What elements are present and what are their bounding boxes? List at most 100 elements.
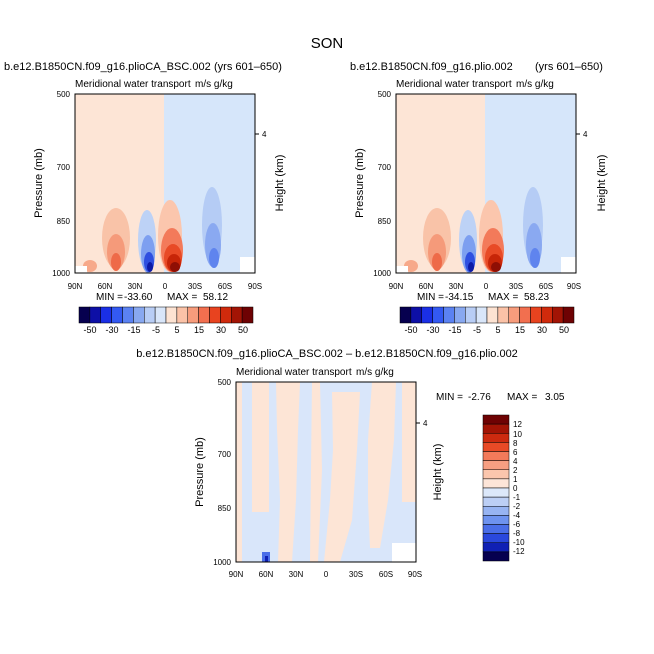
colorbar-label: -15 <box>448 325 461 335</box>
colorbar-label: 15 <box>515 325 525 335</box>
colorbar-label: -30 <box>105 325 118 335</box>
colorbar-swatch <box>482 414 510 425</box>
colorbar-swatch <box>209 306 221 324</box>
panel-units-label: m/s g/kg <box>195 79 233 90</box>
colorbar-labels: -50 -30 -15 -5 5 15 30 50 <box>83 325 248 335</box>
y-tick-label: 1000 <box>52 269 70 278</box>
y-axis-label: Pressure (mb) <box>33 148 45 218</box>
colorbar-swatch <box>482 469 510 480</box>
max-label: MAX = <box>167 292 197 303</box>
colorbar-label: 6 <box>513 448 518 457</box>
contour-band <box>236 382 242 562</box>
surface-mask <box>75 266 87 273</box>
right-tick-label: 4 <box>423 419 428 428</box>
contour-band <box>276 382 300 562</box>
colorbar-swatch <box>443 306 455 324</box>
x-tick-label: 90S <box>408 570 422 579</box>
colorbar-swatch <box>482 433 510 443</box>
colorbar-label: 15 <box>194 325 204 335</box>
colorbar-label: -1 <box>513 493 521 502</box>
min-label: MIN = <box>436 392 463 403</box>
plot-frame <box>395 93 577 274</box>
colorbar-swatch <box>486 306 499 324</box>
colorbar-swatch <box>122 306 134 324</box>
x-tick-label: 30N <box>128 282 143 291</box>
y-tick-label: 500 <box>378 90 392 99</box>
right-tick-label: 4 <box>583 130 588 139</box>
x-tick-label: 30N <box>289 570 304 579</box>
x-tick-label: 0 <box>484 282 489 291</box>
panel-control: b.e12.B1850CN.f09_g16.plioCA_BSC.002 (yr… <box>4 61 286 335</box>
colorbar-swatch <box>482 478 510 489</box>
panel-variable-title: Meridional water transport <box>236 367 352 378</box>
x-tick-label: 60N <box>259 570 274 579</box>
plot-frame <box>235 381 417 563</box>
y-tick-label: 1000 <box>213 558 231 567</box>
colorbar-label: 30 <box>537 325 547 335</box>
colorbar-swatch <box>475 306 488 324</box>
colorbar-vertical <box>482 414 510 562</box>
y-tick-label: 850 <box>218 504 232 513</box>
panel-units-label: m/s g/kg <box>516 79 554 90</box>
x-tick-label: 30S <box>349 570 363 579</box>
y-tick-label: 700 <box>378 163 392 172</box>
panel-case-title: b.e12.B1850CN.f09_g16.plio.002 <box>350 61 513 73</box>
colorbar-swatch <box>410 306 422 324</box>
max-label: MAX = <box>507 392 537 403</box>
x-tick-label: 30N <box>449 282 464 291</box>
x-tick-label: 90N <box>229 570 244 579</box>
colorbar-swatch <box>241 306 254 324</box>
colorbar-label: -15 <box>127 325 140 335</box>
colorbar-swatch <box>482 515 510 525</box>
colorbar-label: -2 <box>513 502 521 511</box>
colorbar-label: 50 <box>238 325 248 335</box>
surface-mask <box>561 257 576 273</box>
colorbar-swatch <box>482 506 510 516</box>
y-axis-label: Pressure (mb) <box>354 148 366 218</box>
colorbar-swatch <box>187 306 199 324</box>
colorbar-swatch <box>144 306 156 324</box>
colorbar-swatch <box>541 306 553 324</box>
colorbar-swatch <box>454 306 466 324</box>
y-tick-label: 700 <box>218 450 232 459</box>
colorbar-swatch <box>154 306 167 324</box>
colorbar-label: 8 <box>513 439 518 448</box>
panel-case-title: b.e12.B1850CN.f09_g16.plioCA_BSC.002 – b… <box>136 348 518 360</box>
panel-units-label: m/s g/kg <box>356 367 394 378</box>
panel-plot-area <box>235 381 417 563</box>
colorbar-label: 50 <box>559 325 569 335</box>
y-tick-label: 1000 <box>373 269 391 278</box>
y-tick-label: 500 <box>218 378 232 387</box>
colorbar-swatch <box>482 551 510 562</box>
x-tick-label: 60S <box>218 282 232 291</box>
colorbar-labels: -50 -30 -15 -5 5 15 30 50 <box>404 325 569 335</box>
colorbar-swatch <box>198 306 210 324</box>
colorbar-swatch <box>165 306 178 324</box>
colorbar-label: 12 <box>513 420 522 429</box>
y-tick-label: 700 <box>57 163 71 172</box>
panel-years-label: (yrs 601–650) <box>535 61 603 73</box>
panel-plot-area <box>74 93 256 274</box>
colorbar-swatch <box>100 306 112 324</box>
colorbar-label: -6 <box>513 520 521 529</box>
colorbar-swatch <box>482 451 510 461</box>
right-axis-label: Height (km) <box>274 155 286 212</box>
plot-frame <box>74 93 256 274</box>
colorbar-label: 5 <box>174 325 179 335</box>
panel-years-label: (yrs 601–650) <box>214 61 282 73</box>
colorbar-swatch <box>465 306 477 324</box>
max-value: 58.12 <box>203 292 228 303</box>
colorbar-label: -4 <box>513 511 521 520</box>
y-axis-label: Pressure (mb) <box>194 437 206 507</box>
colorbar-horizontal <box>78 306 254 324</box>
y-tick-label: 500 <box>57 90 71 99</box>
surface-mask <box>396 266 408 273</box>
max-value: 3.05 <box>545 392 565 403</box>
contour-cell <box>147 262 153 272</box>
colorbar-swatch <box>482 533 510 543</box>
colorbar-horizontal <box>399 306 575 324</box>
right-tick-label: 4 <box>262 130 267 139</box>
y-tick-label: 850 <box>378 217 392 226</box>
colorbar-labels: 12 10 8 6 4 2 1 0 -1 -2 -4 -6 -8 -10 -12 <box>513 420 525 556</box>
